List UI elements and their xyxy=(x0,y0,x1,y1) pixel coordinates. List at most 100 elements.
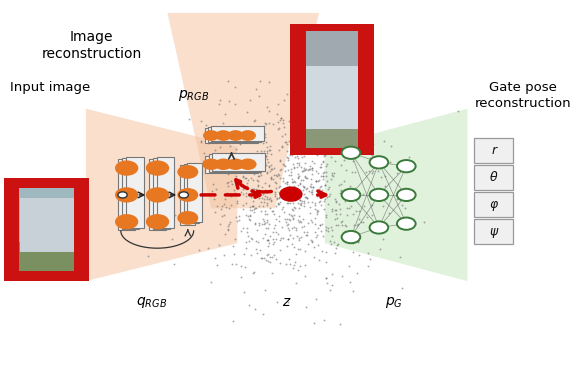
Point xyxy=(276,166,285,172)
Point xyxy=(323,90,333,96)
Point xyxy=(273,101,282,107)
Point xyxy=(350,155,359,161)
Point xyxy=(344,234,353,240)
Point xyxy=(301,262,310,268)
Point xyxy=(252,176,261,183)
Point xyxy=(177,174,186,180)
Point xyxy=(348,249,357,255)
Point xyxy=(299,223,309,229)
Point xyxy=(275,172,284,178)
Point xyxy=(284,192,293,198)
Point xyxy=(297,148,306,154)
Point xyxy=(302,166,311,172)
Point xyxy=(308,239,317,245)
Point xyxy=(282,141,292,147)
Point xyxy=(252,227,261,233)
Point xyxy=(331,198,340,204)
Point xyxy=(313,149,322,156)
Point xyxy=(288,176,297,182)
FancyBboxPatch shape xyxy=(211,126,264,141)
Point xyxy=(275,183,284,190)
Point xyxy=(271,185,281,191)
Point xyxy=(279,192,288,198)
Point xyxy=(318,233,328,239)
Point xyxy=(233,200,242,206)
Point xyxy=(274,212,284,218)
Point xyxy=(321,275,331,281)
Point xyxy=(194,178,203,184)
Point xyxy=(299,164,309,171)
Point xyxy=(303,167,312,173)
Point xyxy=(309,184,318,190)
Point xyxy=(238,225,247,231)
Circle shape xyxy=(342,147,360,159)
Point xyxy=(265,168,275,174)
Point xyxy=(311,215,320,221)
Point xyxy=(346,183,355,189)
Point xyxy=(260,193,270,199)
Point xyxy=(284,220,293,227)
Point xyxy=(262,148,271,154)
Point xyxy=(300,160,309,166)
Point xyxy=(400,205,410,211)
Point xyxy=(255,247,265,253)
Point xyxy=(185,117,194,123)
Point xyxy=(215,97,224,103)
Point xyxy=(300,248,309,254)
Point xyxy=(280,168,289,174)
Point xyxy=(323,228,332,234)
Point xyxy=(171,212,180,218)
Point xyxy=(295,173,304,179)
Point xyxy=(272,196,281,202)
Point xyxy=(276,187,285,193)
Point xyxy=(263,252,272,258)
Point xyxy=(298,131,308,137)
Point xyxy=(331,245,340,251)
Point xyxy=(252,159,261,165)
Point xyxy=(303,220,312,226)
Bar xyxy=(4,242,88,281)
Point xyxy=(264,258,273,264)
Point xyxy=(287,166,296,173)
Point xyxy=(224,226,233,232)
Text: Image
reconstruction: Image reconstruction xyxy=(42,30,142,61)
Point xyxy=(298,216,307,222)
Point xyxy=(322,193,332,200)
Point xyxy=(229,251,239,257)
Point xyxy=(262,217,271,223)
Point xyxy=(420,218,429,225)
Point xyxy=(224,221,234,227)
Point xyxy=(227,181,236,187)
Point xyxy=(314,208,323,214)
Point xyxy=(266,175,275,181)
Point xyxy=(271,229,280,235)
FancyBboxPatch shape xyxy=(208,127,261,142)
Point xyxy=(275,195,284,201)
Point xyxy=(326,142,335,149)
FancyBboxPatch shape xyxy=(180,165,195,225)
Point xyxy=(236,156,246,162)
Point xyxy=(349,240,358,246)
Point xyxy=(282,181,291,188)
Point xyxy=(261,179,270,186)
Point xyxy=(272,299,281,305)
Point xyxy=(294,218,304,225)
Point xyxy=(373,168,382,174)
Point xyxy=(275,184,284,190)
Point xyxy=(291,197,300,203)
Point xyxy=(307,187,316,193)
Point xyxy=(259,221,268,227)
Point xyxy=(345,192,354,198)
Point xyxy=(195,247,204,253)
Point xyxy=(287,206,297,212)
Point xyxy=(276,115,285,121)
Point xyxy=(313,116,322,122)
Point xyxy=(284,157,293,163)
Point xyxy=(303,241,312,247)
Point xyxy=(196,138,205,144)
Point xyxy=(275,175,285,181)
Point xyxy=(298,149,307,155)
Point xyxy=(230,101,240,107)
Point xyxy=(301,137,311,144)
Point xyxy=(249,203,258,209)
